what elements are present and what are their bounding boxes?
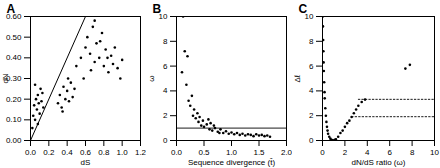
svg-text:6: 6 bbox=[309, 62, 314, 71]
svg-text:10: 10 bbox=[158, 12, 168, 22]
svg-text:0.4: 0.4 bbox=[62, 148, 74, 157]
svg-text:6: 6 bbox=[387, 148, 392, 157]
svg-text:0: 0 bbox=[320, 148, 325, 157]
svg-text:0.30: 0.30 bbox=[5, 74, 22, 84]
svg-text:2: 2 bbox=[163, 111, 168, 120]
svg-text:dN: dN bbox=[1, 73, 10, 83]
svg-text:ω: ω bbox=[147, 75, 156, 81]
svg-text:B: B bbox=[153, 2, 162, 16]
svg-text:1.0: 1.0 bbox=[117, 148, 129, 157]
svg-text:0.8: 0.8 bbox=[98, 148, 110, 157]
svg-text:10: 10 bbox=[430, 148, 439, 157]
svg-text:2.0: 2.0 bbox=[281, 148, 292, 157]
svg-text:1.0: 1.0 bbox=[226, 148, 238, 157]
svg-text:2: 2 bbox=[343, 148, 348, 157]
svg-text:0.20: 0.20 bbox=[6, 95, 22, 104]
svg-text:0.00: 0.00 bbox=[6, 136, 22, 145]
svg-text:0.50: 0.50 bbox=[6, 33, 22, 42]
svg-text:0.6: 0.6 bbox=[80, 148, 92, 157]
svg-text:0.60: 0.60 bbox=[5, 12, 22, 22]
svg-text:0.10: 0.10 bbox=[6, 115, 22, 124]
svg-text:6: 6 bbox=[163, 62, 168, 71]
svg-text:0: 0 bbox=[163, 136, 168, 145]
svg-text:0: 0 bbox=[309, 136, 314, 145]
svg-text:1.5: 1.5 bbox=[253, 148, 265, 157]
svg-text:8: 8 bbox=[410, 148, 415, 157]
svg-text:4: 4 bbox=[309, 86, 314, 95]
svg-text:4: 4 bbox=[365, 148, 370, 157]
svg-text:Δℓ: Δℓ bbox=[293, 74, 302, 82]
svg-text:10: 10 bbox=[304, 12, 314, 22]
svg-text:dN/dS ratio (ω): dN/dS ratio (ω) bbox=[352, 158, 406, 167]
svg-text:1.2: 1.2 bbox=[135, 148, 146, 157]
svg-text:8: 8 bbox=[309, 37, 314, 46]
svg-text:dS: dS bbox=[81, 158, 91, 167]
svg-text:4: 4 bbox=[163, 86, 168, 95]
svg-text:0.40: 0.40 bbox=[6, 53, 22, 62]
svg-text:2: 2 bbox=[309, 111, 314, 120]
svg-text:0.2: 0.2 bbox=[43, 148, 55, 157]
svg-text:0.0: 0.0 bbox=[171, 148, 183, 157]
svg-text:A: A bbox=[7, 2, 16, 16]
svg-text:0.5: 0.5 bbox=[198, 148, 210, 157]
svg-text:0.0: 0.0 bbox=[25, 148, 37, 157]
svg-text:Sequence divergence (t̂): Sequence divergence (t̂) bbox=[188, 158, 276, 167]
svg-text:8: 8 bbox=[163, 37, 168, 46]
svg-text:C: C bbox=[299, 2, 308, 16]
